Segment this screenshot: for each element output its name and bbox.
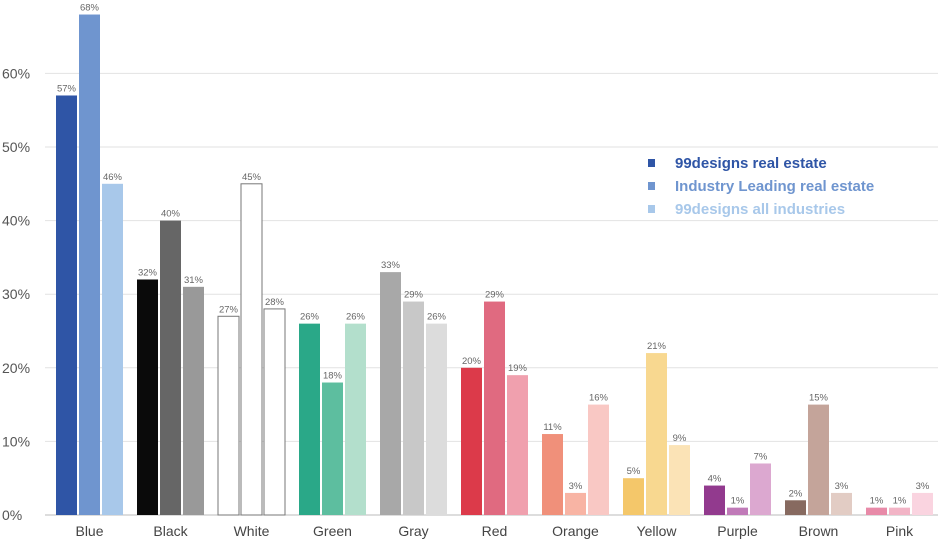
legend-label: 99designs all industries [675,201,845,218]
data-label: 32% [138,267,158,278]
bar-red-3 [507,375,528,515]
data-label: 4% [708,474,722,485]
y-tick-label: 10% [2,433,30,449]
bar-gray-3 [426,323,447,515]
bar-white-3 [263,308,286,516]
x-category-label: White [234,523,270,539]
data-label: 16% [589,393,609,404]
data-label: 9% [673,433,687,444]
data-label: 3% [916,481,930,492]
bar-white-2 [240,183,263,516]
data-label: 3% [835,481,849,492]
x-category-label: Brown [799,523,839,539]
y-tick-label: 20% [2,360,30,376]
bar-black-3 [183,286,204,515]
bar-yellow-3 [669,445,690,515]
data-label: 57% [57,83,77,94]
y-tick-label: 0% [2,507,22,523]
bar-gray-2 [403,301,424,515]
data-label: 7% [754,451,768,462]
legend-swatch [648,182,655,190]
data-label: 18% [323,371,343,382]
data-label: 2% [789,488,803,499]
bar-black-2 [160,220,181,515]
legend-swatch [648,205,655,213]
data-label: 3% [569,481,583,492]
bar-brown-3 [831,492,852,515]
data-label: 68% [80,3,100,14]
data-label: 40% [161,209,181,220]
y-tick-label: 40% [2,213,30,229]
x-category-label: Red [482,523,508,539]
bar-yellow-2 [646,353,667,515]
bar-orange-1 [542,434,563,515]
data-label: 5% [627,466,641,477]
bar-purple-1 [704,485,725,515]
bar-blue-1 [56,95,77,515]
x-category-label: Yellow [637,523,678,539]
x-category-label: Purple [717,523,758,539]
data-label: 29% [404,290,424,301]
data-label: 31% [184,275,204,286]
data-label: 45% [242,172,262,183]
data-label: 28% [265,297,285,308]
data-label: 21% [647,341,667,352]
bar-pink-1 [866,507,887,515]
bar-white-1 [217,315,240,516]
bar-green-3 [345,323,366,515]
bars [56,14,933,516]
data-label: 1% [893,496,907,507]
bar-orange-3 [588,404,609,515]
y-tick-label: 60% [2,65,30,81]
x-category-label: Gray [398,523,428,539]
x-category-label: Blue [75,523,103,539]
legend-swatch [648,159,655,167]
bar-green-2 [322,382,343,515]
bar-purple-2 [727,507,748,515]
bar-yellow-1 [623,478,644,515]
data-label: 26% [300,312,320,323]
data-label: 1% [870,496,884,507]
legend-label: Industry Leading real estate [675,178,874,195]
bar-brown-1 [785,500,806,515]
x-category-label: Pink [886,523,914,539]
data-label: 27% [219,304,239,315]
y-tick-label: 30% [2,286,30,302]
bar-orange-2 [565,492,586,515]
bar-red-2 [484,301,505,515]
legend-label: 99designs real estate [675,155,827,172]
bar-blue-3 [102,183,123,516]
data-label: 29% [485,290,505,301]
data-labels: 57% 68% 46% 32% 40% 31% 27% 45% 28% 26% 18% 26% 33% 2… [57,3,930,507]
data-label: 19% [508,363,528,374]
data-label: 26% [346,312,366,323]
bar-blue-2 [79,14,100,516]
bar-black-1 [137,279,158,515]
bar-red-1 [461,367,482,515]
bar-pink-3 [912,492,933,515]
bar-purple-3 [750,463,771,515]
y-axis-ticks: 0% 10% 20% 30% 40% 50% 60% [2,65,30,523]
x-category-label: Black [153,523,188,539]
x-axis-categories: Blue Black White Green Gray Red Orange Yellow Pu… [75,523,914,539]
x-category-label: Orange [552,523,599,539]
data-label: 46% [103,172,123,183]
y-tick-label: 50% [2,139,30,155]
legend: 99designs real estate Industry Leading re… [648,155,874,218]
data-label: 33% [381,260,401,271]
data-label: 20% [462,356,482,367]
data-label: 26% [427,312,447,323]
data-label: 15% [809,393,829,404]
data-label: 11% [543,422,562,433]
data-label: 1% [731,496,745,507]
bar-gray-1 [380,272,401,515]
x-category-label: Green [313,523,352,539]
bar-brown-2 [808,404,829,515]
bar-pink-2 [889,507,910,515]
bar-green-1 [299,323,320,515]
